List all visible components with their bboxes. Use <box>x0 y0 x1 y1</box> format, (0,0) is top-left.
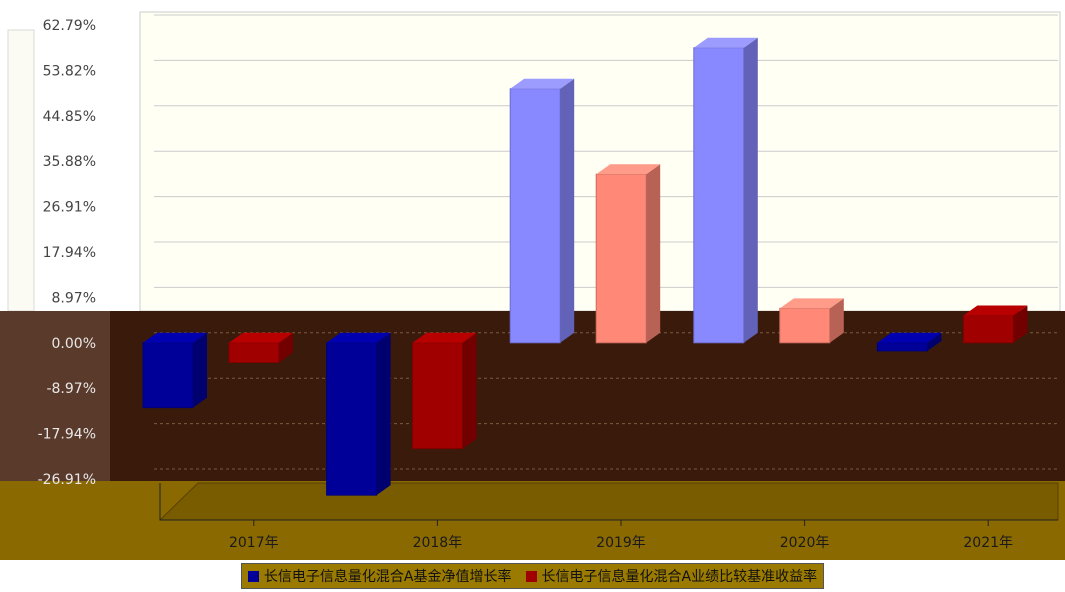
bar-side <box>829 298 844 343</box>
y-tick-label: 53.82% <box>43 63 96 79</box>
x-tick-label: 2021年 <box>963 535 1013 551</box>
y-tick-label: 35.88% <box>43 154 96 170</box>
bar-side <box>462 332 477 449</box>
y-tick-label: 62.79% <box>43 18 96 34</box>
y-axis-wall-upper <box>7 29 35 312</box>
bar-side <box>193 332 207 408</box>
bar-top <box>229 332 293 343</box>
bar-top <box>963 305 1028 316</box>
bar-side <box>1013 305 1028 343</box>
bar-side <box>279 332 293 363</box>
bar-side <box>376 332 391 496</box>
bar-top <box>510 78 575 89</box>
bar-side <box>743 37 758 343</box>
legend-swatch-series-2 <box>525 570 537 582</box>
bar-top <box>412 332 477 343</box>
bar-side <box>927 332 942 351</box>
bar <box>876 342 928 352</box>
bar-chart-svg: 62.79% 53.82% 44.85% 35.88% 26.91% 17.94% 8.97… <box>0 11 1065 560</box>
y-tick-label: -26.91% <box>38 472 96 488</box>
legend-label-series-1: 长信电子信息量化混合A基金净值增长率 <box>263 569 512 585</box>
bar-side <box>560 78 575 343</box>
bar <box>509 88 561 344</box>
bar-top <box>596 164 661 175</box>
bar-top <box>877 332 942 343</box>
bar <box>228 342 280 364</box>
y-tick-label: 8.97% <box>52 290 96 306</box>
bar-top <box>326 332 391 343</box>
legend: 长信电子信息量化混合A基金净值增长率 长信电子信息量化混合A业绩比较基准收益率 <box>0 560 1065 592</box>
x-tick-label: 2020年 <box>780 535 830 551</box>
y-tick-label: 17.94% <box>43 245 96 261</box>
legend-item-series-1: 长信电子信息量化混合A基金净值增长率 <box>247 566 512 586</box>
bar <box>962 314 1014 344</box>
y-tick-label: 26.91% <box>43 200 96 216</box>
bar <box>326 342 378 496</box>
y-tick-label: 0.00% <box>52 336 96 352</box>
bar-side <box>646 164 661 343</box>
y-tick-label: -8.97% <box>46 381 96 397</box>
x-tick-label: 2019年 <box>596 535 646 551</box>
legend-box: 长信电子信息量化混合A基金净值增长率 长信电子信息量化混合A业绩比较基准收益率 <box>240 563 825 589</box>
legend-swatch-series-1 <box>247 570 259 582</box>
bar <box>595 173 647 344</box>
legend-item-series-2: 长信电子信息量化混合A业绩比较基准收益率 <box>525 566 818 586</box>
bar <box>779 307 831 344</box>
legend-label-series-2: 长信电子信息量化混合A业绩比较基准收益率 <box>541 569 818 585</box>
bar <box>142 342 194 409</box>
bar <box>412 342 464 450</box>
bar-top <box>143 332 207 343</box>
y-tick-label: 44.85% <box>43 109 96 125</box>
bar-top <box>779 298 844 309</box>
y-axis-wall-lower <box>0 311 110 501</box>
y-tick-label: -17.94% <box>38 427 96 443</box>
bar <box>693 47 745 344</box>
x-tick-label: 2018年 <box>413 535 463 551</box>
floor-plane <box>158 482 1059 521</box>
bar-top <box>693 37 758 48</box>
x-tick-label: 2017年 <box>229 535 279 551</box>
